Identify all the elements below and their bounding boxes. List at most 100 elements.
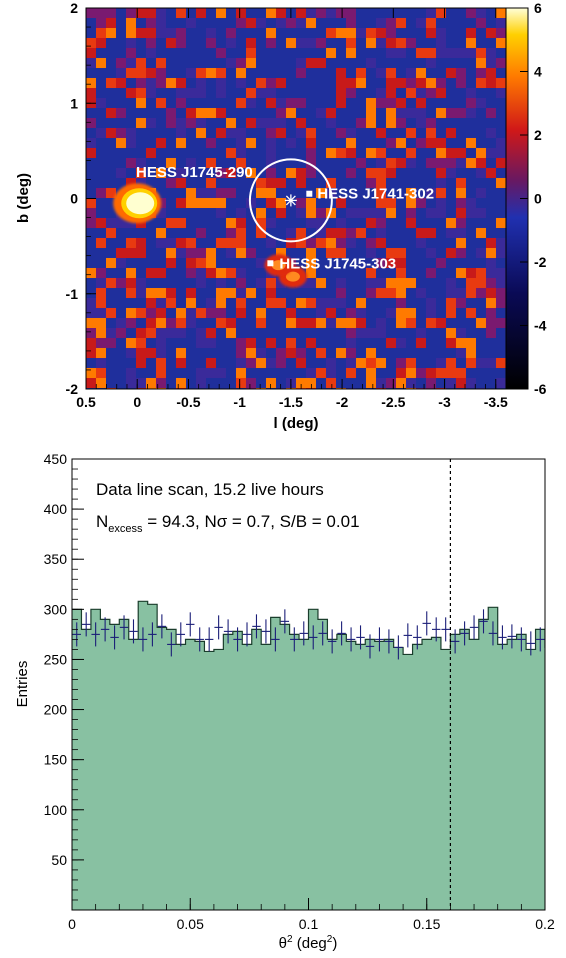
map-cell bbox=[326, 358, 336, 368]
off-data-points bbox=[72, 609, 554, 660]
map-cell bbox=[456, 368, 466, 378]
map-cell bbox=[326, 378, 336, 388]
map-cell bbox=[356, 318, 366, 328]
map-cell bbox=[366, 118, 376, 128]
map-cell bbox=[156, 268, 166, 278]
map-cell bbox=[416, 118, 426, 128]
map-cell bbox=[496, 248, 506, 258]
map-cell bbox=[146, 298, 156, 308]
map-cell bbox=[166, 248, 176, 258]
map-cell bbox=[446, 68, 456, 78]
map-cell bbox=[206, 328, 216, 338]
map-cell bbox=[156, 208, 166, 218]
map-cell bbox=[156, 138, 166, 148]
map-cell bbox=[136, 378, 146, 388]
map-cell bbox=[186, 268, 196, 278]
map-cell bbox=[206, 38, 216, 48]
map-cell bbox=[196, 268, 206, 278]
map-cell bbox=[146, 78, 156, 88]
map-cell bbox=[276, 8, 286, 18]
map-cell bbox=[246, 38, 256, 48]
map-cell bbox=[136, 28, 146, 38]
map-cell bbox=[446, 228, 456, 238]
map-cell bbox=[146, 348, 156, 358]
map-cell bbox=[386, 28, 396, 38]
map-cell bbox=[236, 248, 246, 258]
map-cell bbox=[476, 158, 486, 168]
map-cell bbox=[326, 308, 336, 318]
map-cell bbox=[376, 318, 386, 328]
map-cell bbox=[396, 78, 406, 88]
off-point bbox=[81, 612, 91, 637]
map-cell bbox=[466, 278, 476, 288]
map-cell bbox=[96, 318, 106, 328]
map-cell bbox=[456, 78, 466, 88]
colorbar-tick-label: 4 bbox=[534, 64, 542, 80]
map-cell bbox=[256, 348, 266, 358]
map-cell bbox=[336, 318, 346, 328]
map-cell bbox=[466, 38, 476, 48]
map-cell bbox=[276, 128, 286, 138]
skymap-x-axis: 0.5 0 -0.5 -1 -1.5 -2 -2.5 -3 -3.5 bbox=[76, 8, 508, 410]
map-cell bbox=[136, 278, 146, 288]
map-cell bbox=[446, 48, 456, 58]
source-label-j1741-302: HESS J1741-302 bbox=[317, 186, 434, 203]
map-cell bbox=[196, 258, 206, 268]
off-point bbox=[431, 617, 441, 642]
map-cell bbox=[306, 58, 316, 68]
map-cell bbox=[156, 368, 166, 378]
map-cell bbox=[246, 98, 256, 108]
map-cell bbox=[86, 368, 96, 378]
hist-y-axis: 50 100 150 200 250 300 350 400 450 bbox=[44, 451, 84, 901]
off-point bbox=[252, 614, 261, 639]
map-cell bbox=[296, 168, 306, 178]
map-cell bbox=[396, 158, 406, 168]
map-cell bbox=[146, 48, 156, 58]
map-cell bbox=[276, 208, 286, 218]
map-cell bbox=[146, 328, 156, 338]
off-point bbox=[526, 631, 536, 656]
map-cell bbox=[316, 188, 326, 198]
off-point bbox=[337, 621, 346, 646]
map-cell bbox=[346, 168, 356, 178]
map-cell bbox=[416, 368, 426, 378]
xlabel-sup: 2 bbox=[287, 934, 293, 945]
map-cell bbox=[386, 38, 396, 48]
map-cell bbox=[386, 78, 396, 88]
map-y-tick-label: 1 bbox=[70, 95, 78, 111]
map-cell bbox=[376, 288, 386, 298]
map-cell bbox=[266, 128, 276, 138]
off-point bbox=[546, 619, 554, 643]
map-cell bbox=[236, 148, 246, 158]
map-cell bbox=[416, 88, 426, 98]
map-cell bbox=[326, 228, 336, 238]
source-marker-j1745-303 bbox=[267, 260, 274, 267]
map-cell bbox=[86, 348, 96, 358]
map-cell bbox=[236, 128, 246, 138]
map-cell bbox=[176, 138, 186, 148]
map-cell bbox=[136, 8, 146, 18]
map-cell bbox=[166, 318, 176, 328]
map-cell bbox=[156, 348, 166, 358]
map-cell bbox=[136, 248, 146, 258]
map-cell bbox=[376, 258, 386, 268]
map-cell bbox=[216, 128, 226, 138]
map-cell bbox=[406, 38, 416, 48]
off-point bbox=[309, 625, 318, 650]
map-cell bbox=[206, 358, 216, 368]
colorbar-tick-label: 0 bbox=[534, 191, 542, 207]
map-cell bbox=[126, 38, 136, 48]
map-cell bbox=[146, 148, 156, 158]
map-cell bbox=[316, 318, 326, 328]
map-cell bbox=[96, 238, 106, 248]
map-cell bbox=[416, 338, 426, 348]
region-circle bbox=[248, 158, 333, 243]
map-cell bbox=[336, 68, 346, 78]
map-cell bbox=[256, 88, 266, 98]
map-cell bbox=[326, 368, 336, 378]
map-cell bbox=[286, 168, 296, 178]
map-cell bbox=[216, 278, 226, 288]
map-cell bbox=[236, 298, 246, 308]
map-cell bbox=[96, 218, 106, 228]
map-cell bbox=[126, 278, 136, 288]
